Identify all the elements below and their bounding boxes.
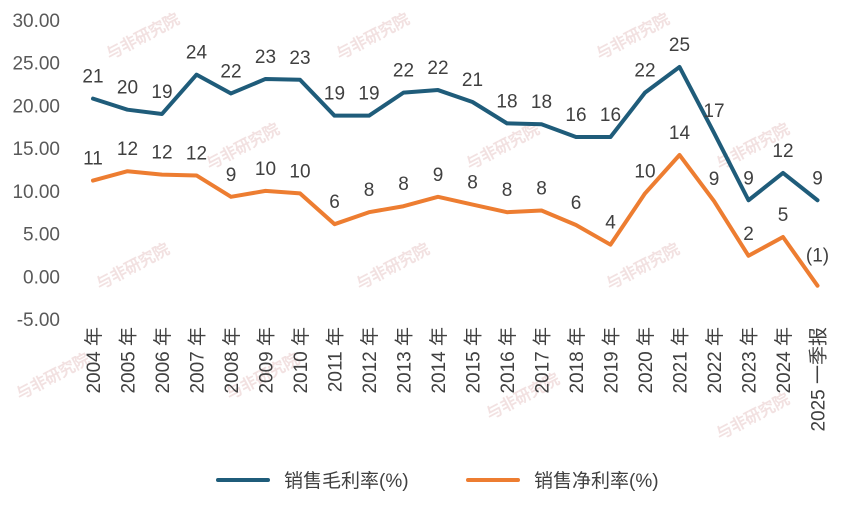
data-label: 9	[433, 165, 444, 186]
x-tick-label: 2011 年	[325, 327, 347, 392]
data-label: 4	[605, 213, 616, 234]
watermark-text: 与非研究院	[463, 119, 543, 173]
x-tick-label: 2010 年	[290, 327, 312, 394]
data-label: 8	[502, 180, 513, 201]
y-tick-label: 25.00	[12, 54, 60, 75]
x-tick-label: 2017 年	[532, 327, 554, 394]
data-label: 23	[289, 48, 310, 69]
data-label: 5	[778, 205, 789, 226]
watermark-text: 与非研究院	[13, 349, 93, 403]
data-label: 8	[364, 180, 375, 201]
x-tick-label: 2024 年	[773, 327, 795, 394]
data-label: 12	[117, 139, 138, 160]
data-label: 22	[220, 61, 241, 82]
x-axis: 2004 年 2005 年 2006 年 2007 年 2008 年 2009 年 2010…	[83, 327, 830, 432]
y-tick-label: 0.00	[23, 267, 60, 288]
legend-label: 销售毛利率(%)	[284, 470, 409, 492]
watermark-text: 与非研究院	[593, 9, 673, 63]
data-label: 14	[669, 123, 691, 144]
data-label: 22	[393, 61, 414, 82]
data-label: 12	[186, 143, 207, 164]
data-label: 6	[329, 192, 340, 213]
x-tick-label: 2007 年	[187, 327, 209, 394]
x-tick-label: 2013 年	[394, 327, 416, 394]
data-label: 8	[398, 174, 409, 195]
data-label: 6	[571, 193, 582, 214]
y-tick-label: 30.00	[12, 11, 60, 32]
data-label: 22	[427, 58, 448, 79]
x-tick-label: 2019 年	[601, 327, 623, 394]
data-label: 17	[703, 101, 724, 122]
x-tick-label: 2005 年	[118, 327, 140, 394]
data-label: 9	[226, 165, 237, 186]
x-tick-label: 2004 年	[83, 327, 105, 394]
y-axis: 30.00 25.00 20.00 15.00 10.00 5.00 0.00 -5.00	[12, 11, 60, 331]
x-tick-label: 2022 年	[704, 327, 726, 394]
data-label: 18	[531, 92, 552, 113]
y-tick-label: 5.00	[23, 225, 60, 246]
x-tick-label: 2014 年	[428, 327, 450, 394]
watermark-text: 与非研究院	[353, 239, 433, 293]
data-label: 16	[600, 105, 621, 126]
watermark-text: 与非研究院	[603, 239, 683, 293]
y-tick-label: 10.00	[12, 182, 60, 203]
data-label: 24	[186, 43, 208, 64]
x-tick-label: 2023 年	[739, 327, 761, 394]
watermark-text: 与非研究院	[93, 239, 173, 293]
x-tick-label: 2006 年	[152, 327, 174, 394]
data-label: 19	[324, 84, 345, 105]
x-tick-label: 2012 年	[359, 327, 381, 394]
y-tick-label: 20.00	[12, 96, 60, 117]
data-label: 22	[634, 61, 655, 82]
data-label: 19	[151, 82, 172, 103]
data-label: 16	[565, 105, 586, 126]
data-label: 23	[255, 47, 276, 68]
data-label: 25	[669, 35, 690, 56]
data-label: 11	[83, 149, 103, 170]
data-label: 21	[462, 70, 483, 91]
data-label: 12	[772, 141, 793, 162]
data-label: 12	[151, 143, 172, 164]
x-tick-label: 2025 一季报	[808, 327, 830, 432]
data-label: 9	[812, 168, 823, 189]
data-label: 2	[743, 224, 754, 245]
x-tick-label: 2018 年	[566, 327, 588, 394]
watermark-text: 与非研究院	[103, 9, 183, 63]
x-tick-label: 2009 年	[256, 327, 278, 394]
x-tick-label: 2020 年	[635, 327, 657, 394]
data-label: 8	[536, 179, 547, 200]
data-label: 21	[82, 67, 103, 88]
y-tick-label: -5.00	[17, 310, 60, 331]
x-tick-label: 2016 年	[497, 327, 519, 394]
data-label: 20	[117, 78, 138, 99]
data-label: (1)	[806, 246, 829, 267]
data-label: 9	[709, 169, 720, 190]
data-label: 18	[496, 91, 517, 112]
data-label: 9	[743, 168, 754, 189]
data-label: 10	[289, 161, 310, 182]
data-label: 8	[467, 173, 478, 194]
data-label: 10	[255, 159, 276, 180]
watermark-text: 与非研究院	[333, 9, 413, 63]
data-label: 19	[358, 84, 379, 105]
legend: 销售毛利率(%) 销售净利率(%)	[218, 470, 659, 492]
x-tick-label: 2008 年	[221, 327, 243, 394]
data-label: 10	[634, 161, 655, 182]
watermark-text: 与非研究院	[713, 389, 793, 443]
x-tick-label: 2015 年	[463, 327, 485, 394]
y-tick-label: 15.00	[12, 139, 60, 160]
x-tick-label: 2021 年	[670, 327, 692, 394]
legend-label: 销售净利率(%)	[534, 470, 659, 492]
